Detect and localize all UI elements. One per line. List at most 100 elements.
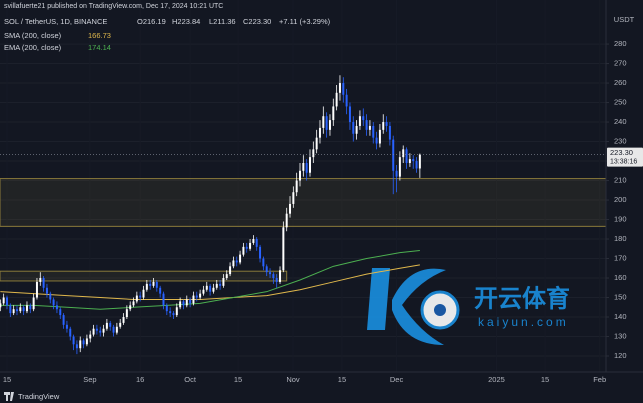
x-tick-label: 15 <box>234 375 242 384</box>
candle-body <box>42 278 45 288</box>
candle-body <box>259 246 262 259</box>
x-tick-label: Nov <box>286 375 300 384</box>
candle-body <box>385 122 388 126</box>
candle-body <box>338 83 341 93</box>
candle-body <box>358 116 361 126</box>
candle-body <box>222 278 225 286</box>
candle-body <box>95 328 98 331</box>
moving-average <box>0 249 420 310</box>
candle-body <box>142 289 145 298</box>
y-axis-label: USDT <box>614 15 635 24</box>
candle-body <box>372 125 375 138</box>
candle-body <box>305 162 308 173</box>
candle-body <box>408 159 411 163</box>
candle-body <box>362 116 365 121</box>
candle-body <box>85 338 88 345</box>
candle-body <box>322 116 325 128</box>
candle-body <box>285 213 288 228</box>
candle-body <box>402 149 405 158</box>
candle-body <box>279 270 282 282</box>
legend-value: 166.73 <box>88 31 111 40</box>
candle-body <box>52 299 55 306</box>
ohlc-low: L211.36 <box>209 17 236 26</box>
candle-body <box>365 120 368 130</box>
candle-body <box>29 305 32 310</box>
candle-body <box>92 328 95 335</box>
chart-title: SOL / TetherUS, 1D, BINANCE <box>4 17 107 26</box>
candle-body <box>105 322 108 329</box>
candle-body <box>225 274 228 279</box>
last-price-label: 223.30 <box>610 148 633 157</box>
candle-body <box>192 295 195 304</box>
y-tick-label: 270 <box>614 59 627 68</box>
y-tick-label: 280 <box>614 39 627 48</box>
candle-body <box>202 289 205 294</box>
candle-body <box>162 293 165 306</box>
watermark-text: 开云体育 <box>474 284 570 312</box>
candle-body <box>99 330 102 333</box>
watermark: 开云体育 kaiyun.com <box>367 268 570 345</box>
candle-body <box>9 305 12 314</box>
candle-body <box>295 180 298 193</box>
y-tick-label: 170 <box>614 254 627 263</box>
axes: 1201301401501601701801902002102202302402… <box>3 39 643 384</box>
candle-body <box>79 340 82 349</box>
y-tick-label: 190 <box>614 215 627 224</box>
candle-body <box>59 309 62 316</box>
candle-body <box>245 246 248 249</box>
candle-body <box>89 334 92 339</box>
candle-body <box>252 239 255 243</box>
candle-body <box>115 326 118 333</box>
candle-body <box>335 92 338 107</box>
candle-body <box>122 317 125 323</box>
brand-logo <box>4 392 14 401</box>
candle-body <box>185 299 188 306</box>
candle-body <box>165 305 168 312</box>
candle-body <box>125 309 128 318</box>
candle-body <box>262 258 265 267</box>
y-tick-label: 230 <box>614 137 627 146</box>
legend-label: EMA (200, close) <box>4 43 62 52</box>
candle-body <box>265 266 268 273</box>
zone <box>0 270 288 282</box>
ohlc-open: O216.19 <box>137 17 166 26</box>
brand: TradingView <box>18 392 60 401</box>
x-tick-label: Feb <box>593 375 606 384</box>
footer <box>0 388 643 403</box>
x-tick-label: 15 <box>338 375 346 384</box>
candle-body <box>219 283 222 286</box>
zones <box>0 178 607 282</box>
candle-body <box>215 283 218 288</box>
last-price-box <box>607 147 643 167</box>
ohlc-high: H223.84 <box>172 17 200 26</box>
x-tick-label: 15 <box>541 375 549 384</box>
candle-body <box>205 285 208 290</box>
candle-body <box>145 283 148 290</box>
candle-body <box>49 293 52 300</box>
candle-body <box>132 301 135 306</box>
legend-value: 174.14 <box>88 43 111 52</box>
candle-body <box>242 246 245 255</box>
change: +7.11 (+3.29%) <box>279 17 331 26</box>
candle-body <box>169 311 172 314</box>
candle-body <box>189 299 192 304</box>
candle-body <box>32 297 35 310</box>
candle-body <box>302 162 305 171</box>
candle-body <box>35 281 38 298</box>
candle-body <box>209 285 212 292</box>
y-tick-label: 160 <box>614 273 627 282</box>
y-tick-label: 210 <box>614 176 627 185</box>
ohlc-close: C223.30 <box>243 17 271 26</box>
candle-body <box>19 307 22 312</box>
candle-body <box>119 322 122 327</box>
candle-body <box>249 242 252 249</box>
candle-body <box>352 122 355 134</box>
y-tick-label: 200 <box>614 195 627 204</box>
candle-body <box>342 83 345 95</box>
candle-body <box>405 149 408 163</box>
candle-body <box>172 313 175 316</box>
candle-body <box>235 260 238 263</box>
candle-body <box>239 254 242 263</box>
candle-body <box>348 106 351 123</box>
